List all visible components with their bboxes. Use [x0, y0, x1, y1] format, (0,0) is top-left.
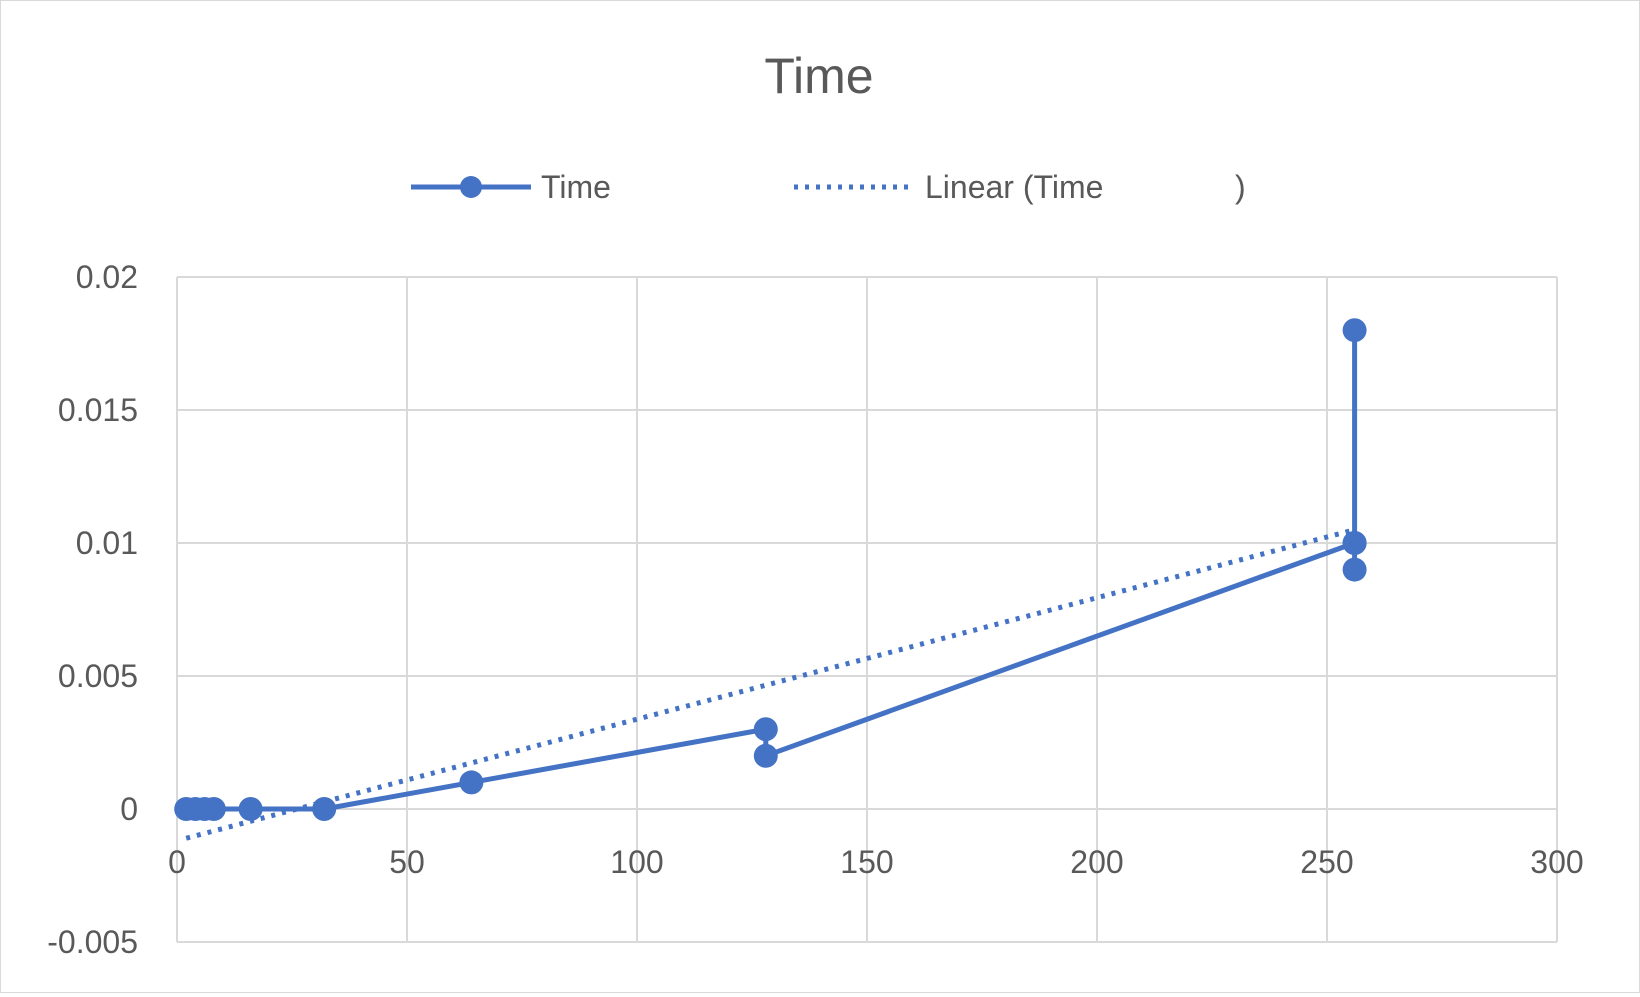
- gridlines: [176, 276, 1558, 943]
- data-point: [753, 717, 778, 742]
- data-point: [1342, 318, 1367, 343]
- x-tick-label: 50: [389, 844, 425, 880]
- data-point: [201, 797, 226, 821]
- chart-title: Time: [764, 48, 873, 104]
- data-point: [312, 797, 337, 821]
- legend-trend-label: Linear (Time: [925, 169, 1103, 205]
- legend-series-label: Time: [541, 169, 611, 205]
- series-time: [174, 318, 1367, 821]
- x-tick-label: 200: [1070, 844, 1123, 880]
- x-tick-label: 100: [610, 844, 663, 880]
- y-tick-label: 0.015: [58, 392, 138, 428]
- data-point: [459, 770, 484, 795]
- legend-series-marker: [460, 176, 482, 198]
- y-tick-label: -0.005: [47, 924, 138, 960]
- y-tick-label: 0.005: [58, 658, 138, 694]
- trendline-linear: [185, 527, 1356, 841]
- y-axis-tick-labels: -0.005 0 0.005 0.01 0.015 0.02: [47, 259, 138, 960]
- data-point: [1342, 557, 1367, 582]
- x-tick-label: 300: [1530, 844, 1583, 880]
- data-point: [753, 743, 778, 768]
- x-tick-label: 150: [840, 844, 893, 880]
- data-point: [238, 797, 263, 821]
- y-tick-label: 0: [120, 791, 138, 827]
- trendline: [185, 527, 1356, 841]
- x-tick-label: 0: [168, 844, 186, 880]
- x-axis-tick-labels: 0 50 100 150 200 250 300: [168, 844, 1584, 880]
- legend-trend-suffix: ): [1235, 169, 1246, 205]
- data-point: [1342, 531, 1367, 555]
- legend: Time Linear (Time ): [411, 169, 1246, 205]
- x-tick-label: 250: [1300, 844, 1353, 880]
- y-tick-label: 0.01: [76, 525, 138, 561]
- y-tick-label: 0.02: [76, 259, 138, 295]
